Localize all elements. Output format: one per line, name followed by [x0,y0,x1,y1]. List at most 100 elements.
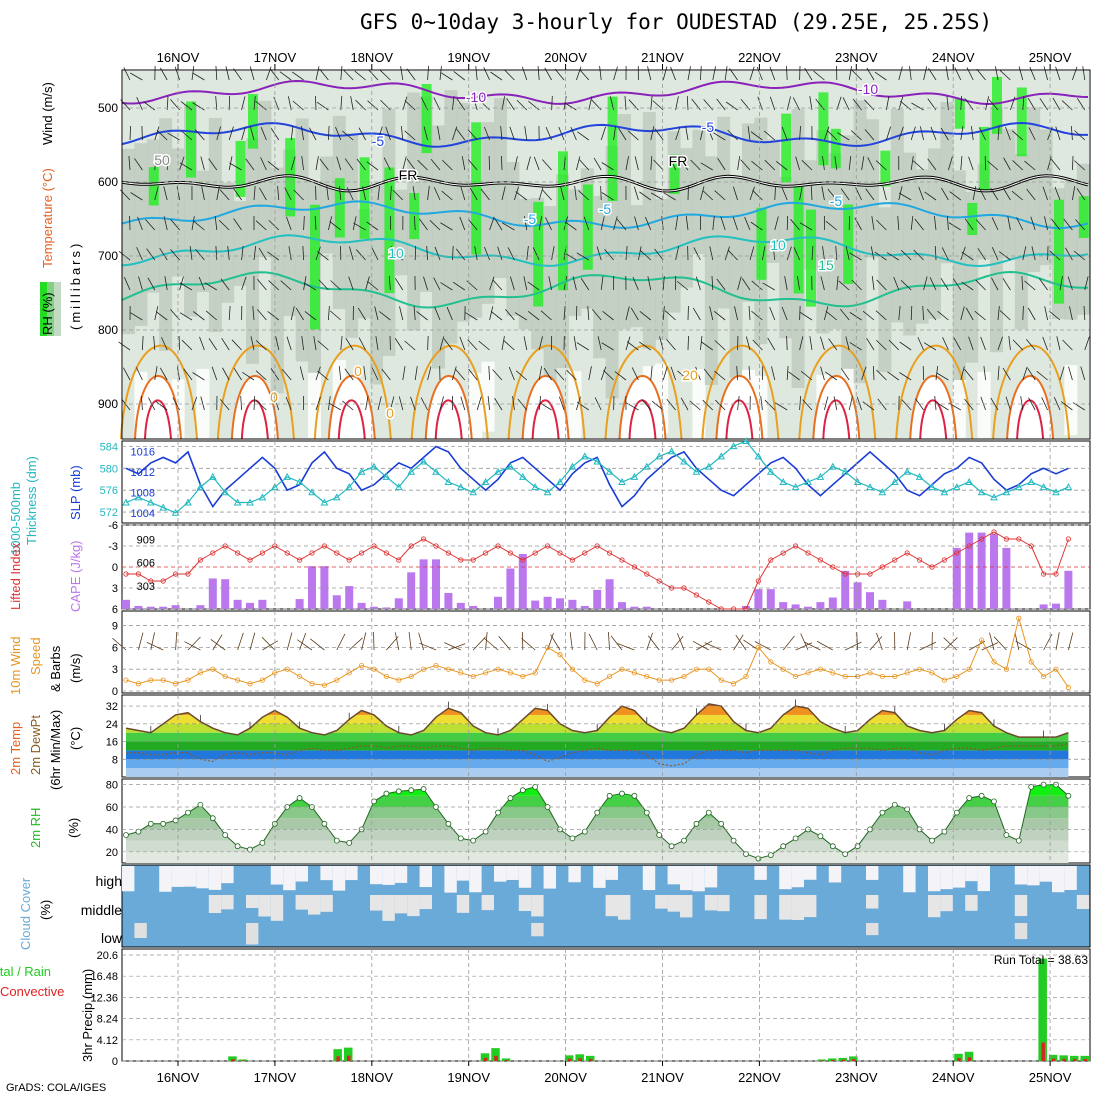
wind-barb [702,399,714,411]
wind-barb [290,306,295,321]
wind-barb [893,276,900,291]
wind-barb [1068,632,1074,651]
cape-bar [370,606,378,609]
wind-barb [961,281,974,291]
wind-barb [253,395,256,411]
wind-barb [349,246,354,261]
slp-point [382,472,391,480]
rh-point [185,809,191,816]
rh-point [222,832,229,838]
wind-barb [678,159,689,171]
cape-bar [345,586,354,609]
cloud-block [270,866,284,885]
rh-band-bright [148,167,159,206]
date-label-bottom: 18NOV [350,1070,393,1085]
cape-bar [568,599,577,609]
wind-barb [286,336,292,351]
wind-barb [804,641,821,651]
rh-point [991,798,997,805]
cloud-block [122,866,135,892]
wind-barb [634,156,639,171]
slp-tick-label: 1016 [131,446,155,458]
wind-barb [1002,367,1011,381]
lifted-index-line [126,531,1069,610]
wind-speed-point [730,681,737,687]
wind-barb [714,310,726,321]
wind-barb [861,156,865,171]
cape-bar [605,579,614,609]
wind-barb [862,401,875,411]
wind-barb [964,368,974,381]
wind-barb [824,306,829,321]
wind-barb [433,277,441,291]
rh-band-grey [246,138,259,364]
wind-barb [136,247,143,261]
wind-barb [366,161,379,171]
wind-barb [524,126,528,141]
wind-barb [912,160,924,171]
wind-barb [976,68,986,81]
wind-barb [383,157,391,171]
cloud-block [184,866,197,887]
wind-barb [1075,219,1086,231]
wind-barb [288,246,292,261]
wind-barb [489,306,494,321]
lifted-index-point [941,557,948,563]
contour-freezing-inner [121,175,1089,192]
contour-label: 20 [682,367,698,383]
wind-speed-point [1003,666,1010,672]
slp-point [915,472,924,480]
wind-barb [838,280,850,291]
wind-barb [228,306,231,321]
wind-barb [394,338,404,351]
wind-barb [1063,218,1073,231]
rh-tick-label: 40 [106,824,118,836]
wind-barb [949,191,962,201]
precip-bar-total [1080,1055,1089,1061]
precip-bar-convective [336,1056,340,1061]
slp-point [196,483,205,491]
precip-bar-convective [1072,1058,1077,1061]
wind-barb [377,396,382,411]
cloud-block [642,866,656,891]
wind-barb [469,187,478,201]
wind-barb [170,249,180,261]
cape-bar [407,572,416,609]
rh-point [668,843,675,850]
wind-barb [1065,247,1073,261]
rh-band-bright [756,207,767,280]
wind-speed-point [1053,666,1059,672]
wind-barb [627,130,639,141]
lifted-index-point [185,571,191,577]
wind-barb [1056,336,1061,351]
wind-barb [453,71,466,81]
lifted-index-point [334,550,340,556]
rh-point [780,843,787,850]
rh-band-grey [1076,163,1090,315]
wind-barb [366,280,379,291]
wind-barb [1005,126,1011,141]
wind-barb [460,186,466,201]
wind-barb [550,634,561,651]
cape-bar [556,598,564,609]
wind-barb [654,128,664,141]
lifted-index-point [830,564,836,570]
wind-barb [456,128,466,141]
precip-bar-convective [852,1059,856,1061]
rh-band-grey [903,152,917,336]
wind-barb [400,126,404,141]
lifted-index-point [656,578,662,584]
wind-barb [123,367,131,381]
wind-barb [379,311,391,321]
wind-barb [527,281,540,291]
wind-barb [440,222,453,231]
wind-barb [328,306,330,321]
slp-point [642,462,651,470]
wind-barb [219,189,230,201]
cloud-block [593,866,606,888]
cloud-block [667,866,680,885]
cloud-block [605,895,618,917]
wind-barb [249,66,255,81]
cape-bar [630,606,639,609]
